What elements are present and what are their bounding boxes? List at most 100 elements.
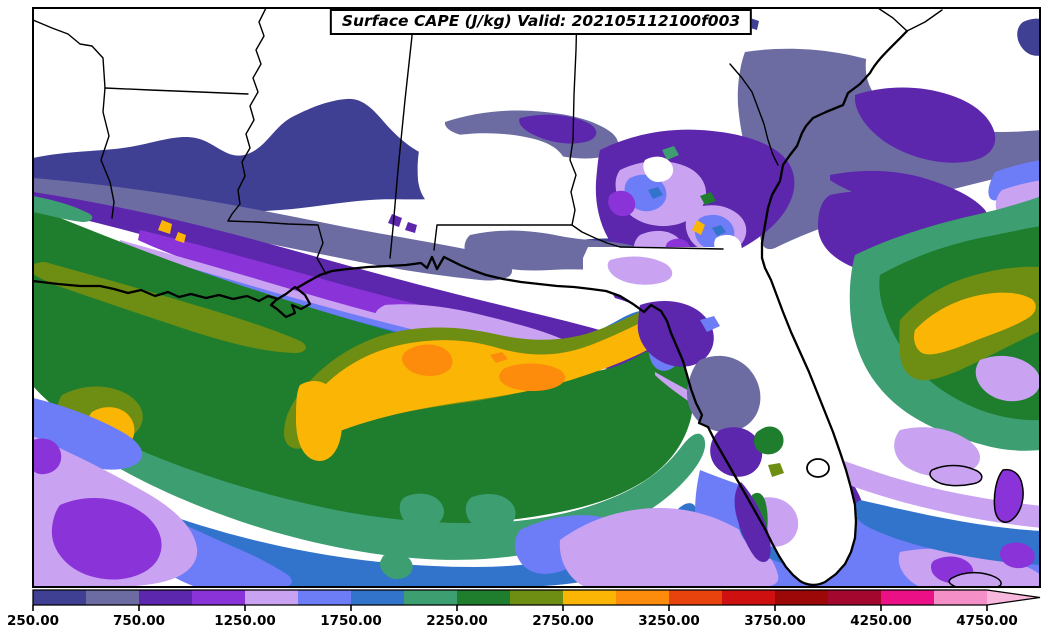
state-border bbox=[227, 8, 267, 222]
cape-region bbox=[33, 196, 93, 222]
colorbar-segment bbox=[351, 590, 405, 605]
colorbar-tick-label: 2250.00 bbox=[426, 613, 488, 629]
state-border bbox=[571, 224, 724, 250]
colorbar-segment bbox=[457, 590, 511, 605]
cape-region bbox=[855, 87, 996, 163]
state-border bbox=[33, 19, 106, 89]
colorbar-tick-label: 2750.00 bbox=[532, 613, 594, 629]
island bbox=[948, 571, 1002, 587]
cape-region bbox=[490, 352, 508, 363]
colorbar-segment bbox=[775, 590, 829, 605]
cape-region bbox=[559, 508, 779, 587]
cape-region bbox=[853, 500, 1040, 565]
state-border bbox=[877, 8, 943, 32]
gulf-atlantic-coastline bbox=[33, 279, 280, 303]
state-border bbox=[104, 87, 249, 95]
colorbar-segment bbox=[881, 590, 935, 605]
cape-region bbox=[624, 174, 667, 212]
cape-region bbox=[894, 427, 980, 477]
cape-filled-contours bbox=[33, 8, 1040, 587]
colorbar-segment bbox=[510, 590, 564, 605]
cape-region bbox=[754, 426, 784, 455]
state-border bbox=[100, 87, 115, 219]
cape-region bbox=[995, 180, 1040, 215]
colorbar-segment bbox=[139, 590, 193, 605]
cape-region bbox=[607, 256, 673, 285]
cape-region bbox=[692, 220, 705, 235]
colorbar-segment bbox=[563, 590, 617, 605]
cape-region bbox=[33, 178, 513, 281]
cape-region bbox=[401, 344, 453, 376]
cape-region bbox=[51, 497, 162, 580]
cape-region bbox=[379, 552, 413, 579]
cape-region bbox=[686, 355, 761, 433]
colorbar-tick-labels: 250.00 750.00 1250.00 1750.00 2250.00 2750.00… bbox=[7, 613, 1018, 629]
map-frame bbox=[32, 7, 1041, 588]
colorbar-tick-label: 3750.00 bbox=[744, 613, 806, 629]
cape-region bbox=[296, 380, 342, 461]
plot-title-box: Surface CAPE (J/kg) Valid: 202105112100f… bbox=[329, 9, 753, 35]
cape-region bbox=[1000, 542, 1035, 569]
cape-region bbox=[700, 316, 720, 332]
cape-region bbox=[33, 98, 461, 213]
cape-region bbox=[405, 222, 417, 233]
cape-region bbox=[710, 427, 763, 477]
colorbar-segments bbox=[32, 589, 1041, 606]
colorbar-tick-label: 4750.00 bbox=[956, 613, 1018, 629]
cape-region bbox=[519, 114, 597, 144]
colorbar-segment bbox=[86, 590, 140, 605]
gulf-atlantic-coastline bbox=[295, 29, 909, 587]
colorbar-segment bbox=[669, 590, 723, 605]
colorbar-segment bbox=[298, 590, 352, 605]
cape-region bbox=[175, 232, 186, 243]
colorbar-segment bbox=[33, 590, 87, 605]
colorbar-segment bbox=[722, 590, 776, 605]
colorbar-outline bbox=[32, 589, 1041, 606]
cape-region bbox=[608, 190, 636, 217]
plot-title: Surface CAPE (J/kg) Valid: 202105112100f… bbox=[341, 12, 741, 30]
cape-region bbox=[648, 187, 663, 199]
atlantic-gold-streak bbox=[914, 292, 1036, 355]
bahamas-islands bbox=[929, 464, 1024, 587]
colorbar-segment bbox=[934, 590, 988, 605]
cape-region bbox=[734, 482, 771, 562]
coastline bbox=[33, 29, 909, 587]
colorbar-segment bbox=[616, 590, 670, 605]
gulf-gold-arc bbox=[303, 305, 690, 441]
state-border bbox=[569, 8, 578, 226]
cape-region bbox=[465, 493, 516, 532]
colorbar-tick-label: 1750.00 bbox=[320, 613, 382, 629]
cape-region bbox=[975, 355, 1040, 402]
state-border bbox=[227, 220, 327, 275]
cape-region bbox=[417, 133, 567, 221]
cape-region bbox=[712, 225, 726, 236]
colorbar-segment bbox=[404, 590, 458, 605]
colorbar-tick-label: 1250.00 bbox=[214, 613, 276, 629]
cape-region bbox=[33, 262, 306, 353]
colorbar-tick-label: 250.00 bbox=[7, 613, 59, 629]
colorbar-tick-label: 3250.00 bbox=[638, 613, 700, 629]
colorbar-segment bbox=[192, 590, 246, 605]
state-border bbox=[729, 63, 779, 166]
cape-region bbox=[737, 48, 1040, 250]
colorbar-tick-label: 4250.00 bbox=[850, 613, 912, 629]
island bbox=[993, 468, 1024, 523]
colorbar-extend-arrow bbox=[987, 590, 1040, 605]
lake-okeechobee bbox=[806, 458, 830, 478]
colorbar-segment bbox=[828, 590, 882, 605]
cape-region bbox=[388, 214, 402, 227]
cape-region bbox=[399, 493, 444, 529]
colorbar-tick-label: 750.00 bbox=[113, 613, 165, 629]
cape-region bbox=[643, 156, 674, 182]
island bbox=[929, 464, 983, 487]
cape-region bbox=[158, 220, 172, 234]
cape-region bbox=[700, 192, 716, 205]
mississippi-delta bbox=[269, 285, 312, 319]
cape-region bbox=[768, 463, 784, 477]
cape-region bbox=[499, 363, 565, 392]
cape-region bbox=[33, 438, 62, 475]
cape-colorbar: 250.00 750.00 1250.00 1750.00 2250.00 2750.00… bbox=[7, 589, 1041, 629]
cape-region bbox=[637, 300, 714, 367]
